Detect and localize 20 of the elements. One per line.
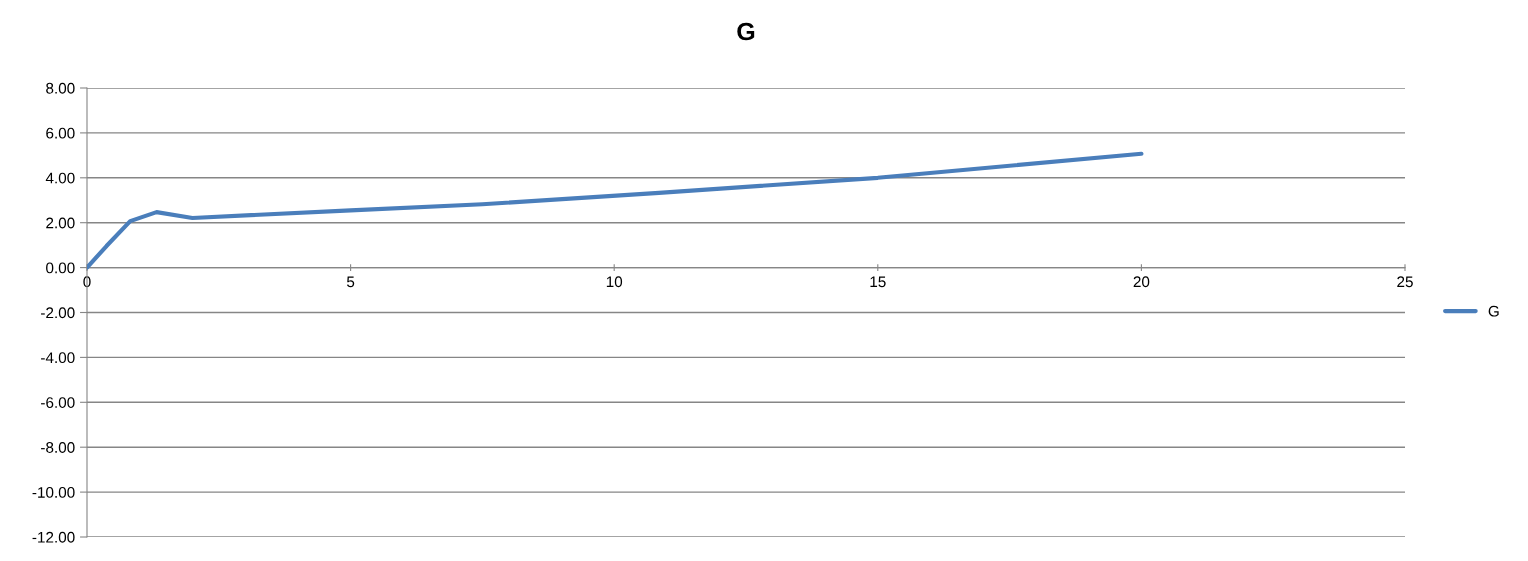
- x-tick-label: 5: [346, 276, 355, 288]
- y-tick-label: -4.00: [41, 352, 75, 364]
- y-tick-label: 2.00: [46, 217, 75, 229]
- x-tick-label: 25: [1397, 276, 1413, 288]
- y-tick-label: 0.00: [46, 262, 75, 274]
- y-tick-label: -2.00: [41, 307, 75, 319]
- x-tick-label: 10: [606, 276, 623, 288]
- y-tick-label: 4.00: [45, 172, 75, 184]
- y-tick-label: 8.00: [46, 82, 75, 94]
- y-tick-label: -10.00: [32, 486, 75, 498]
- y-tick-label: 6.00: [46, 127, 75, 139]
- chart-title: G: [737, 22, 755, 41]
- line-series: [87, 151, 1144, 270]
- legend-label: G: [1488, 305, 1499, 317]
- y-tick-label: -6.00: [41, 397, 75, 408]
- x-tick-label: 0: [83, 276, 91, 288]
- x-tick-label: 20: [1133, 276, 1150, 288]
- x-tick-label: 15: [870, 276, 886, 288]
- y-tick-label: -8.00: [41, 442, 75, 453]
- y-tick-label: -12.00: [32, 531, 75, 543]
